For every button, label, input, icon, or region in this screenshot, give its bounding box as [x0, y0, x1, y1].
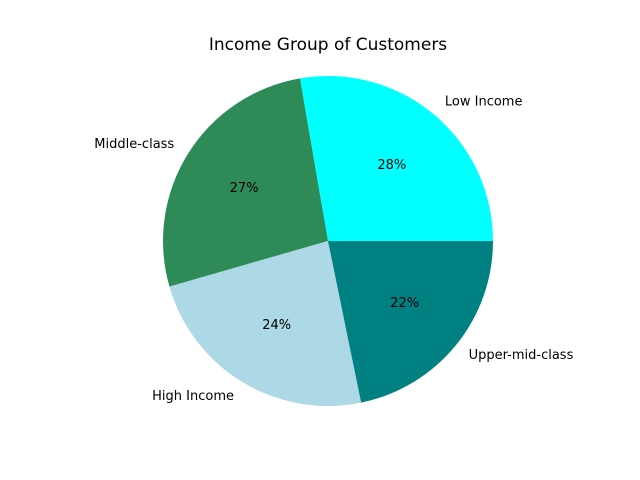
- pie-slice-middle-class: [162, 78, 328, 287]
- pie-slice-upper-mid-class: [328, 241, 493, 403]
- slice-label-upper-mid-class: Upper-mid-class: [469, 348, 574, 363]
- percent-label-low-income: 28%: [377, 158, 406, 173]
- percent-label-middle-class: 27%: [230, 181, 259, 196]
- slice-label-low-income: Low Income: [445, 95, 523, 110]
- percent-label-high-income: 24%: [262, 318, 291, 333]
- pie-slice-high-income: [169, 241, 362, 406]
- slice-label-middle-class: Middle-class: [94, 137, 174, 152]
- percent-label-upper-mid-class: 22%: [390, 296, 419, 311]
- slice-label-high-income: High Income: [152, 389, 234, 404]
- pie-labels: Low Income 28% Middle-class 27% High Income 2…: [94, 95, 573, 404]
- chart-title: Income Group of Customers: [209, 35, 447, 55]
- pie-slice-low-income: [299, 76, 493, 242]
- pie-slices: [162, 76, 493, 406]
